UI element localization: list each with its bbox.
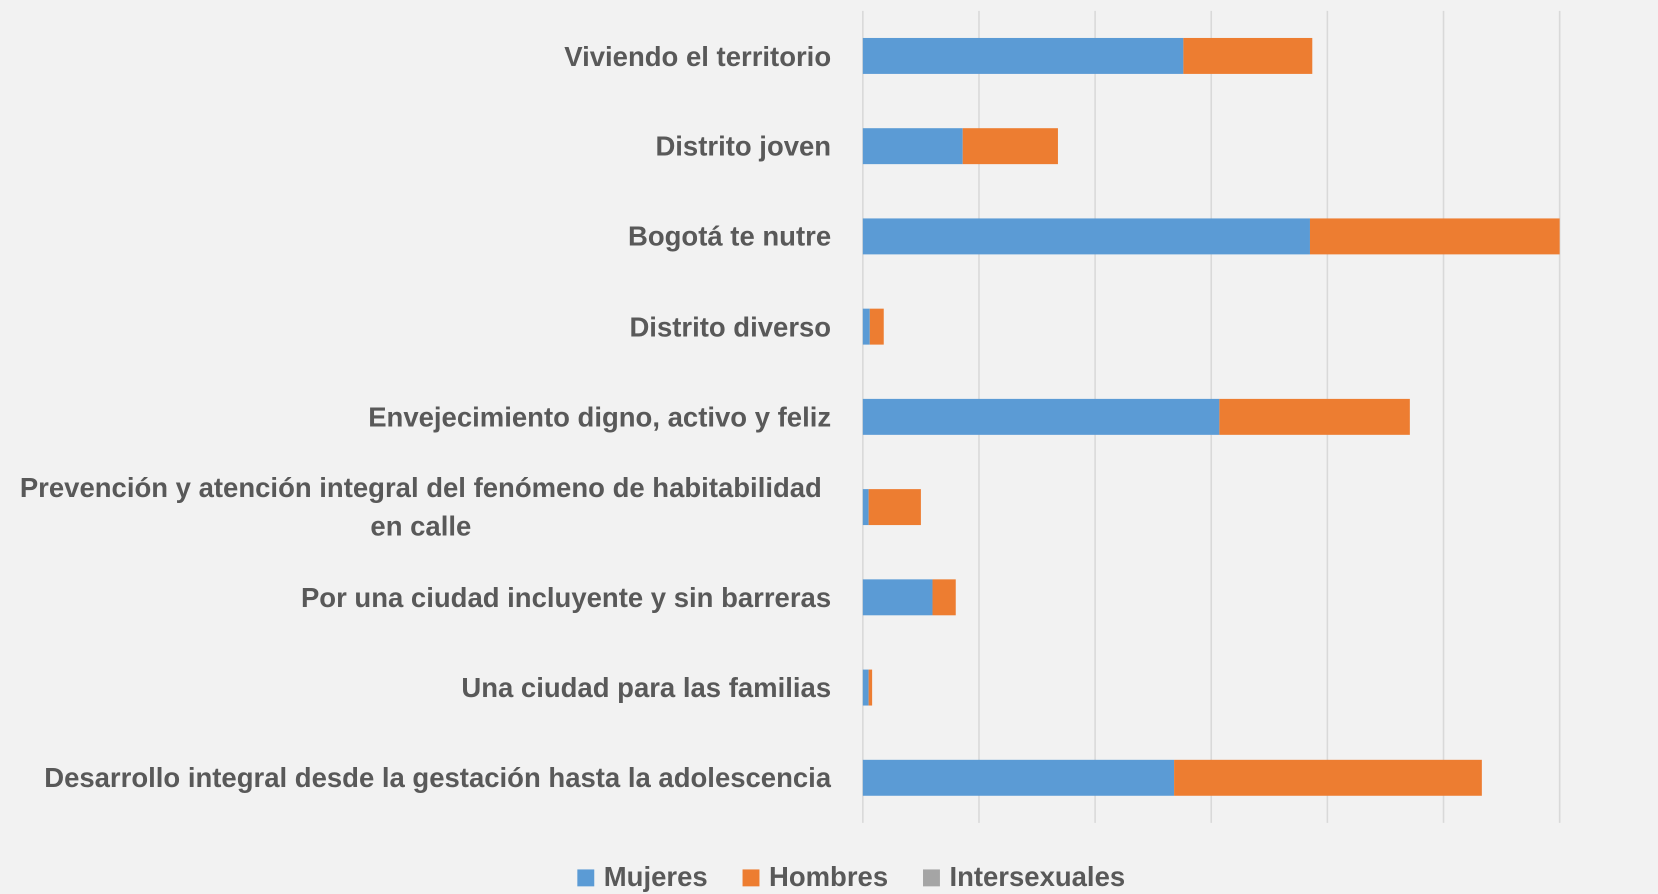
bar-segment xyxy=(932,579,956,616)
legend-label: Intersexuales xyxy=(949,861,1125,892)
category-label-box: Bogotá te nutre xyxy=(11,191,832,281)
category-label: Viviendo el territorio xyxy=(564,39,832,72)
category-label-box: Distrito joven xyxy=(11,101,832,191)
legend-swatch xyxy=(742,869,760,887)
legend-label: Mujeres xyxy=(604,861,708,892)
category-label: Envejecimiento digno, activo y feliz xyxy=(368,400,832,433)
category-label: Una ciudad para las familias xyxy=(461,671,832,704)
bar-segment xyxy=(868,489,921,526)
bar-segment xyxy=(862,579,933,616)
bar-segment xyxy=(962,128,1058,165)
category-label: Por una ciudad incluyente y sin barreras xyxy=(300,581,832,614)
category-label-row: Una ciudad para las familias xyxy=(11,642,832,732)
category-label-row: Prevención y atención integral del fenóm… xyxy=(11,462,832,552)
category-label: Bogotá te nutre xyxy=(627,220,832,253)
category-label-row: Viviendo el territorio xyxy=(11,11,832,101)
category-label: Distrito diverso xyxy=(629,310,832,343)
bar-segment xyxy=(862,218,1310,255)
category-label-row: Distrito diverso xyxy=(11,282,832,372)
category-label: Desarrollo integral desde la gestación h… xyxy=(44,761,832,794)
category-label-box: Por una ciudad incluyente y sin barreras xyxy=(11,552,832,642)
category-label-row: Envejecimiento digno, activo y feliz xyxy=(11,372,832,462)
category-label-row: Desarrollo integral desde la gestación h… xyxy=(11,733,832,823)
category-label-box: Prevención y atención integral del fenóm… xyxy=(11,462,832,552)
category-label-row: Bogotá te nutre xyxy=(11,191,832,281)
category-label-box: Distrito diverso xyxy=(11,282,832,372)
category-label-box: Viviendo el territorio xyxy=(11,11,832,101)
category-label: Prevención y atención integral del fenóm… xyxy=(19,472,822,542)
category-label-row: Por una ciudad incluyente y sin barreras xyxy=(11,552,832,642)
bar-segment xyxy=(862,128,963,165)
bar-segment xyxy=(862,759,1175,796)
bar-segment xyxy=(868,669,873,706)
bar-segment xyxy=(862,669,869,706)
legend-swatch xyxy=(923,869,940,887)
bar-segment xyxy=(862,489,869,526)
bar-segment xyxy=(1183,37,1313,74)
bar-segment xyxy=(869,308,884,345)
category-label-row: Distrito joven xyxy=(11,101,832,191)
category-label: Distrito joven xyxy=(655,130,832,162)
bar-segment xyxy=(862,37,1184,74)
bar-segment xyxy=(1174,759,1482,796)
legend-swatch xyxy=(577,869,595,887)
bar-segment xyxy=(1309,218,1560,255)
bar-segment xyxy=(862,398,1220,435)
legend-label: Hombres xyxy=(769,861,888,892)
bar-segment xyxy=(1219,398,1410,435)
category-label-box: Una ciudad para las familias xyxy=(11,642,832,732)
category-label-box: Envejecimiento digno, activo y feliz xyxy=(11,372,832,462)
bar-segment xyxy=(862,308,870,345)
category-label-box: Desarrollo integral desde la gestación h… xyxy=(11,733,832,823)
